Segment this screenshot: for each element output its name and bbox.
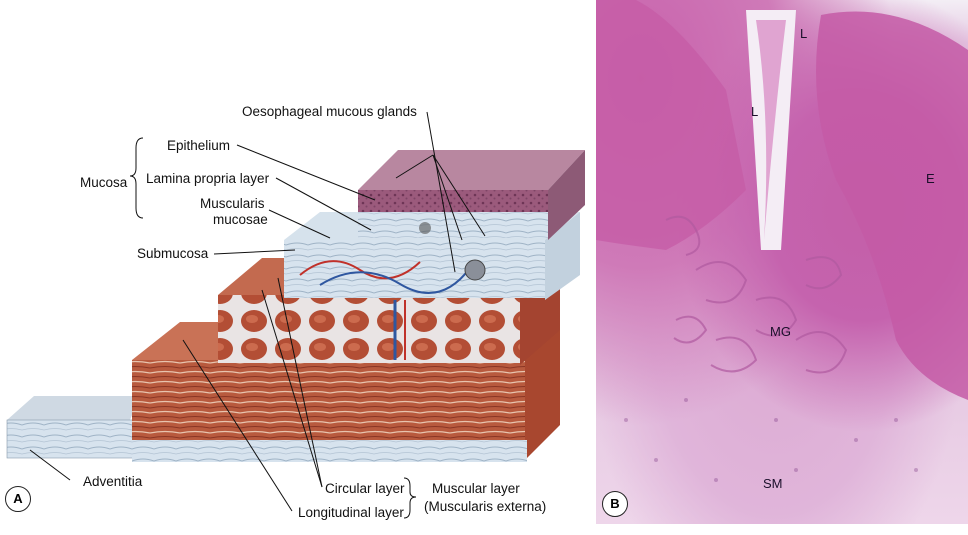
submucosa-micro-label: SM [763, 476, 783, 491]
mucous-glands-micro-label: MG [770, 324, 791, 339]
submucosa-label: Submucosa [137, 246, 209, 261]
muscularis-mucosae-label-line1: Muscularis [200, 196, 265, 211]
panel-b-badge: B [602, 491, 628, 517]
epithelium-micro-label: E [926, 171, 935, 186]
lumen-label-top: L [800, 26, 808, 41]
lamina-propria-label: Lamina propria layer [146, 171, 270, 186]
oesophageal-glands-label: Oesophageal mucous glands [242, 104, 417, 119]
muscular-layer-label-line2: (Muscularis externa) [424, 499, 547, 514]
muscularis-mucosae-label-line2: mucosae [213, 212, 268, 227]
lumen-label-middle: L [751, 104, 759, 119]
longitudinal-layer-label: Longitudinal layer [298, 505, 404, 520]
epithelium-label: Epithelium [167, 138, 231, 153]
adventitia-block [6, 396, 140, 459]
adventitia-label: Adventitia [83, 474, 143, 489]
micrograph-panel: L L E MG SM B [596, 0, 968, 524]
mucosa-block [358, 150, 585, 240]
muscular-layer-label-line1: Muscular layer [432, 481, 520, 496]
leader-lines [29, 111, 486, 519]
circular-layer-label: Circular layer [325, 481, 405, 496]
panel-a-badge: A [5, 486, 31, 512]
micrograph-texture [596, 0, 968, 482]
mucosa-label: Mucosa [80, 175, 128, 190]
